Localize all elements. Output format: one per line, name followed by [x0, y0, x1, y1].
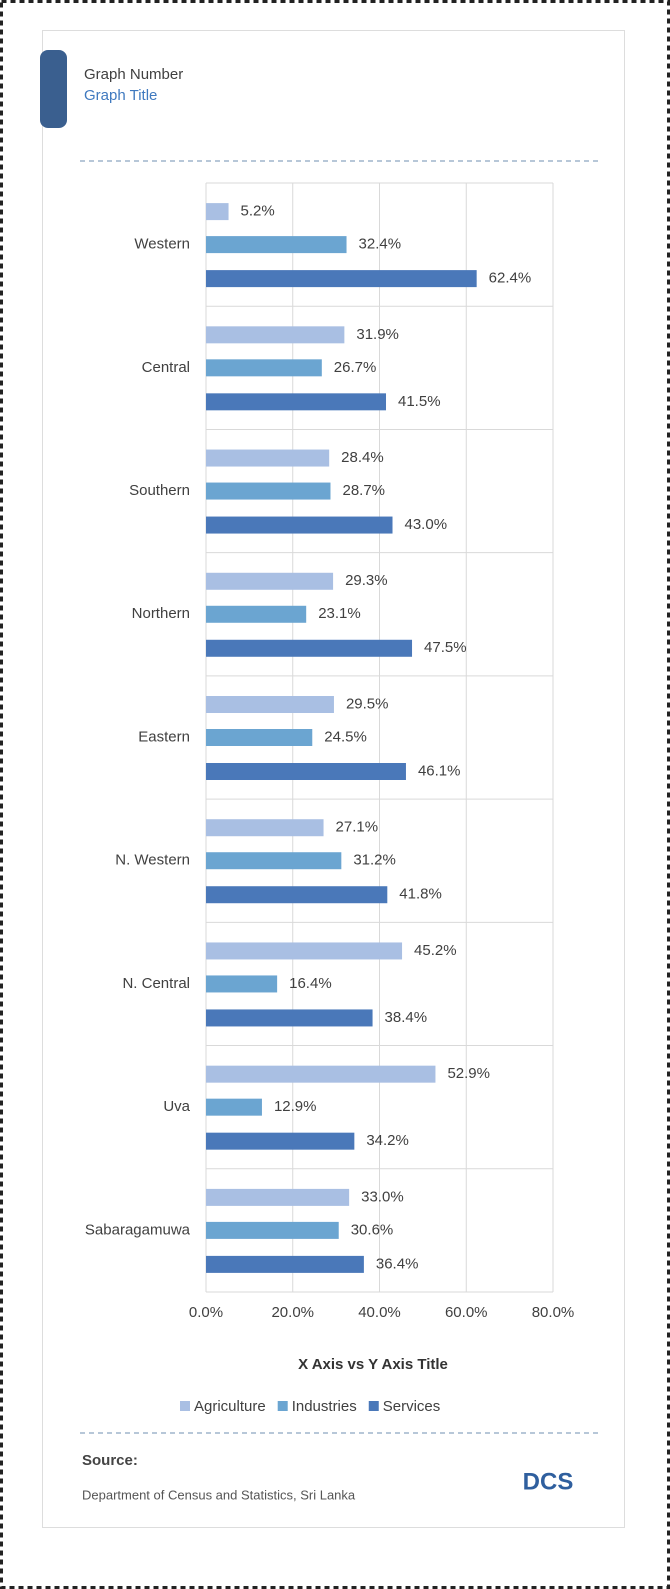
bar — [206, 326, 345, 344]
y-tick-label: Central — [142, 359, 190, 376]
value-label: 31.2% — [353, 852, 396, 869]
bar — [206, 1098, 262, 1116]
legend-label: Agriculture — [194, 1398, 266, 1415]
bar — [206, 1255, 364, 1273]
value-label: 46.1% — [418, 762, 461, 779]
x-tick-label: 80.0% — [532, 1304, 575, 1321]
value-label: 27.1% — [336, 819, 379, 836]
value-label: 43.0% — [405, 516, 448, 533]
x-tick-label: 40.0% — [358, 1304, 401, 1321]
value-label: 31.9% — [356, 326, 399, 343]
bar — [206, 975, 278, 993]
legend-swatch — [368, 1401, 379, 1411]
logo: DCS — [523, 1468, 574, 1495]
bar — [206, 886, 388, 904]
bar — [206, 572, 334, 590]
source-label: Source: — [82, 1452, 138, 1469]
bar — [206, 516, 393, 534]
bar — [206, 1132, 355, 1150]
value-label: 5.2% — [241, 203, 275, 220]
value-label: 28.7% — [342, 482, 385, 499]
legend-label: Services — [383, 1398, 441, 1415]
y-tick-label: Sabaragamuwa — [85, 1221, 191, 1238]
value-label: 30.6% — [351, 1221, 394, 1238]
bar — [206, 1065, 436, 1083]
legend-swatch — [180, 1401, 190, 1411]
value-label: 29.5% — [346, 695, 389, 712]
bar — [206, 1188, 350, 1206]
bar — [206, 605, 307, 623]
x-tick-label: 60.0% — [445, 1304, 488, 1321]
value-label: 33.0% — [361, 1188, 404, 1205]
value-label: 52.9% — [447, 1065, 490, 1082]
value-label: 47.5% — [424, 639, 467, 656]
bar — [206, 359, 322, 377]
bar — [206, 696, 334, 713]
x-tick-label: 20.0% — [271, 1304, 314, 1321]
bar — [206, 852, 342, 870]
value-label: 32.4% — [359, 236, 402, 253]
bar — [206, 393, 387, 411]
graph-number: Graph Number — [84, 66, 183, 83]
value-label: 26.7% — [334, 359, 377, 376]
value-label: 29.3% — [345, 572, 388, 589]
header-tab — [40, 50, 67, 128]
bar — [206, 1221, 339, 1239]
bar — [206, 763, 406, 780]
y-tick-label: Eastern — [138, 728, 190, 745]
value-label: 24.5% — [324, 728, 367, 745]
y-tick-label: N. Western — [115, 852, 190, 869]
value-label: 41.5% — [398, 393, 441, 410]
bar — [206, 942, 403, 960]
bar — [206, 449, 330, 467]
bar — [206, 203, 229, 221]
value-label: 36.4% — [376, 1255, 419, 1272]
y-tick-label: Uva — [163, 1098, 190, 1115]
source-text: Department of Census and Statistics, Sri… — [82, 1487, 356, 1502]
bar — [206, 729, 313, 746]
x-tick-label: 0.0% — [189, 1304, 223, 1321]
chart: 0.0% 20.0% 40.0% 60.0% 80.0% Western 5.2% 32.4%… — [85, 182, 575, 1415]
value-label: 12.9% — [274, 1098, 317, 1115]
bar — [206, 639, 413, 657]
value-label: 38.4% — [385, 1009, 428, 1026]
x-axis-title: X Axis vs Y Axis Title — [298, 1356, 448, 1373]
value-label: 28.4% — [341, 449, 384, 466]
y-tick-label: Western — [134, 236, 190, 253]
value-label: 23.1% — [318, 605, 361, 622]
graph-title: Graph Title — [84, 87, 157, 104]
y-tick-label: Northern — [132, 605, 190, 622]
bar — [206, 482, 331, 500]
value-label: 34.2% — [366, 1132, 409, 1149]
y-tick-label: N. Central — [122, 975, 190, 992]
bar — [206, 270, 477, 288]
bar — [206, 819, 324, 837]
bar — [206, 1009, 373, 1027]
legend-label: Industries — [292, 1398, 357, 1415]
bar — [206, 236, 347, 254]
value-label: 62.4% — [489, 270, 532, 287]
value-label: 45.2% — [414, 942, 457, 959]
value-label: 41.8% — [399, 886, 442, 903]
legend-swatch — [277, 1401, 288, 1411]
value-label: 16.4% — [289, 975, 332, 992]
y-tick-label: Southern — [129, 482, 190, 499]
